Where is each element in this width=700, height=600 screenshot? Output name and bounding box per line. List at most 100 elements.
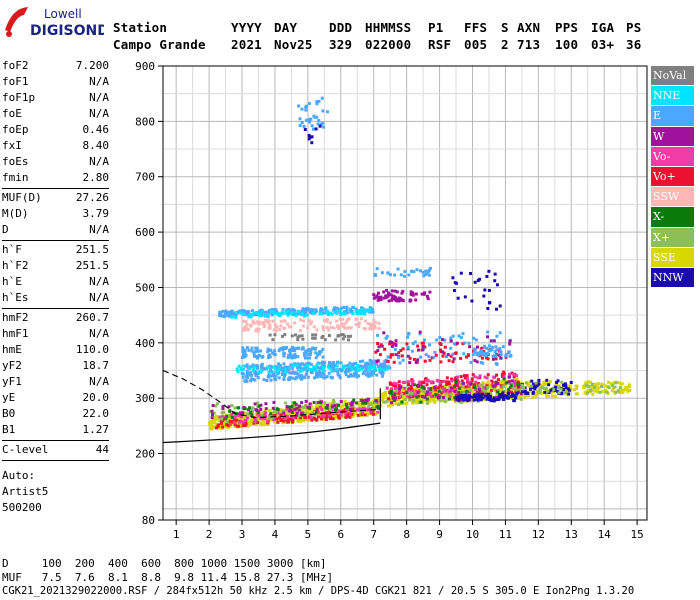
echo-point [330, 368, 334, 372]
legend-item-ssw: SSW [651, 187, 694, 207]
echo-point [376, 410, 380, 414]
echo-point [369, 322, 373, 326]
y-tick-label: 600 [135, 226, 155, 239]
x-tick-label: 2 [206, 528, 213, 541]
echo-point [533, 392, 537, 396]
echo-point [464, 385, 468, 389]
echo-point [242, 310, 246, 314]
echo-point [341, 317, 345, 321]
echo-point [390, 387, 394, 391]
echo-point [407, 387, 411, 391]
echo-point [476, 376, 480, 380]
echo-point [456, 381, 460, 385]
echo-point [300, 121, 304, 125]
echo-point [251, 378, 255, 382]
echo-point [339, 399, 343, 403]
param-label: foEp [2, 123, 29, 136]
echo-point [424, 269, 428, 273]
echo-point [270, 418, 274, 422]
echo-point [291, 401, 295, 405]
echo-point [462, 391, 466, 395]
echo-point [251, 313, 255, 317]
echo-point [302, 352, 306, 356]
echo-point [463, 376, 467, 380]
echo-point [268, 364, 272, 368]
echo-point [304, 399, 308, 403]
echo-point [475, 351, 479, 355]
echo-point [626, 389, 630, 393]
echo-point [316, 400, 320, 404]
echo-point [498, 395, 502, 399]
echo-point [332, 366, 336, 370]
echo-point [384, 295, 388, 299]
echo-point [248, 423, 252, 427]
echo-point [480, 396, 484, 400]
echo-point [367, 400, 371, 404]
echo-point [324, 411, 328, 415]
echo-point [380, 344, 384, 348]
echo-point [317, 373, 321, 377]
echo-point [333, 408, 337, 412]
echo-point [235, 367, 239, 371]
echo-point [239, 420, 243, 424]
echo-point [595, 385, 599, 389]
echo-point [236, 370, 240, 374]
echo-point [436, 393, 440, 397]
echo-point [500, 380, 504, 384]
echo-point [457, 391, 461, 395]
echo-point [316, 410, 320, 414]
echo-point [382, 395, 386, 399]
echo-point [317, 350, 321, 354]
echo-point [609, 382, 613, 386]
header-label-0: Station [113, 20, 168, 35]
echo-point [382, 290, 386, 294]
echo-point [490, 347, 494, 351]
echo-point [286, 420, 290, 424]
echo-point [328, 408, 332, 412]
echo-point [628, 383, 632, 387]
echo-point [390, 389, 394, 393]
echo-point [352, 398, 356, 402]
echo-point [273, 410, 277, 414]
echo-point [418, 269, 422, 273]
echo-point [314, 410, 318, 414]
echo-point [314, 351, 318, 355]
echo-point [274, 374, 278, 378]
echo-point [319, 375, 323, 379]
echo-point [390, 289, 394, 293]
echo-point [264, 402, 268, 406]
echo-point [389, 392, 393, 396]
echo-point [307, 319, 311, 323]
echo-point [410, 382, 414, 386]
echo-point [274, 371, 278, 375]
echo-point [395, 389, 399, 393]
echo-point [329, 365, 333, 369]
echo-point [451, 352, 455, 356]
echo-point [480, 392, 484, 396]
echo-point [530, 379, 534, 383]
echo-point [290, 367, 294, 371]
echo-point [360, 306, 364, 310]
echo-point [342, 325, 346, 329]
echo-point [463, 388, 467, 392]
echo-point [428, 290, 432, 294]
echo-point [591, 385, 595, 389]
echo-point [370, 361, 374, 365]
echo-point [628, 384, 632, 388]
echo-point [438, 381, 442, 385]
param-value: 251.5 [75, 243, 109, 256]
echo-point [228, 409, 232, 413]
echo-point [342, 403, 346, 407]
echo-point [529, 384, 533, 388]
echo-point [288, 309, 292, 313]
echo-point [301, 415, 305, 419]
echo-point [564, 386, 568, 390]
echo-point [372, 296, 376, 300]
echo-point [502, 392, 506, 396]
echo-point [307, 308, 311, 312]
echo-point [363, 413, 367, 417]
echo-point [498, 393, 502, 397]
echo-point [255, 415, 259, 419]
echo-point [383, 393, 387, 397]
echo-point [504, 381, 508, 385]
